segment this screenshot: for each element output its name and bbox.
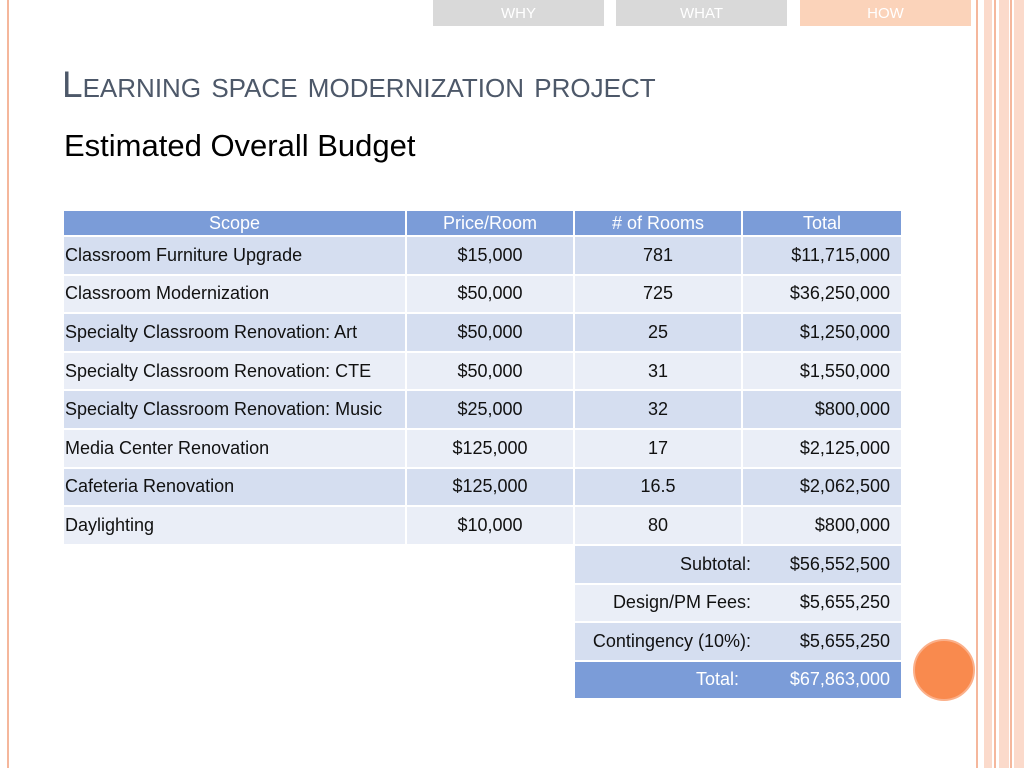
tab-what[interactable]: WHAT bbox=[616, 0, 787, 26]
column-header-price-per-room: Price/Room bbox=[407, 211, 573, 235]
total-cell: $11,715,000 bbox=[743, 237, 901, 274]
price-per-room-cell: $15,000 bbox=[407, 237, 573, 274]
table-row: Specialty Classroom Renovation: Art $50,… bbox=[64, 314, 901, 351]
rooms-cell: 80 bbox=[575, 507, 741, 544]
scope-cell: Specialty Classroom Renovation: CTE bbox=[64, 352, 405, 390]
grand-total-label: Total: bbox=[695, 669, 739, 690]
price-per-room-cell: $25,000 bbox=[407, 391, 573, 428]
tab-why[interactable]: WHY bbox=[433, 0, 604, 26]
left-border-line bbox=[7, 0, 9, 768]
summary-row-contingency: Contingency (10%): $5,655,250 bbox=[575, 623, 901, 660]
table-row: Cafeteria Renovation $125,000 16.5 $2,06… bbox=[64, 468, 901, 506]
rooms-cell: 31 bbox=[575, 352, 741, 390]
scope-cell: Classroom Furniture Upgrade bbox=[64, 237, 405, 274]
tab-how[interactable]: HOW bbox=[800, 0, 971, 26]
right-border-stripe bbox=[999, 0, 1009, 768]
scope-cell: Classroom Modernization bbox=[64, 275, 405, 313]
summary-label: Design/PM Fees: bbox=[612, 592, 751, 613]
slide-subtitle: Estimated Overall Budget bbox=[64, 128, 416, 163]
table-row: Daylighting $10,000 80 $800,000 bbox=[64, 507, 901, 544]
budget-summary: Subtotal: $56,552,500 Design/PM Fees: $5… bbox=[575, 546, 901, 700]
summary-label: Contingency (10%): bbox=[592, 630, 751, 651]
total-cell: $2,062,500 bbox=[743, 468, 901, 506]
total-cell: $1,250,000 bbox=[743, 314, 901, 351]
right-border-stripe bbox=[994, 0, 996, 768]
total-cell: $2,125,000 bbox=[743, 429, 901, 467]
column-header-rooms: # of Rooms bbox=[575, 211, 741, 235]
table-row: Classroom Furniture Upgrade $15,000 781 … bbox=[64, 237, 901, 274]
summary-row-grand-total: Total: $67,863,000 bbox=[575, 661, 901, 698]
rooms-cell: 725 bbox=[575, 275, 741, 313]
price-per-room-cell: $50,000 bbox=[407, 275, 573, 313]
summary-label: Subtotal: bbox=[679, 553, 751, 574]
table-row: Specialty Classroom Renovation: Music $2… bbox=[64, 391, 901, 428]
right-border-stripe bbox=[976, 0, 978, 768]
summary-row-subtotal: Subtotal: $56,552,500 bbox=[575, 546, 901, 583]
orange-circle bbox=[913, 639, 975, 701]
scope-cell: Specialty Classroom Renovation: Music bbox=[64, 391, 405, 428]
total-cell: $36,250,000 bbox=[743, 275, 901, 313]
price-per-room-cell: $50,000 bbox=[407, 352, 573, 390]
summary-value: $5,655,250 bbox=[799, 630, 890, 651]
right-border-stripe bbox=[984, 0, 992, 768]
price-per-room-cell: $125,000 bbox=[407, 429, 573, 467]
rooms-cell: 32 bbox=[575, 391, 741, 428]
price-per-room-cell: $50,000 bbox=[407, 314, 573, 351]
scope-cell: Media Center Renovation bbox=[64, 429, 405, 467]
column-header-total: Total bbox=[743, 211, 901, 235]
scope-cell: Cafeteria Renovation bbox=[64, 468, 405, 506]
summary-row-design-pm-fees: Design/PM Fees: $5,655,250 bbox=[575, 584, 901, 622]
column-header-scope: Scope bbox=[64, 211, 405, 235]
total-cell: $1,550,000 bbox=[743, 352, 901, 390]
table-row: Classroom Modernization $50,000 725 $36,… bbox=[64, 275, 901, 313]
rooms-cell: 25 bbox=[575, 314, 741, 351]
scope-cell: Specialty Classroom Renovation: Art bbox=[64, 314, 405, 351]
table-header-row: Scope Price/Room # of Rooms Total bbox=[64, 211, 901, 235]
summary-value: $56,552,500 bbox=[789, 553, 890, 574]
scope-cell: Daylighting bbox=[64, 507, 405, 544]
slide-title: Learning space modernization project bbox=[62, 64, 656, 105]
total-cell: $800,000 bbox=[743, 507, 901, 544]
right-border-stripe bbox=[1010, 0, 1012, 768]
rooms-cell: 17 bbox=[575, 429, 741, 467]
table-row: Specialty Classroom Renovation: CTE $50,… bbox=[64, 352, 901, 390]
summary-value: $5,655,250 bbox=[799, 592, 890, 613]
rooms-cell: 781 bbox=[575, 237, 741, 274]
price-per-room-cell: $10,000 bbox=[407, 507, 573, 544]
rooms-cell: 16.5 bbox=[575, 468, 741, 506]
total-cell: $800,000 bbox=[743, 391, 901, 428]
right-border-stripe bbox=[1014, 0, 1024, 768]
table-row: Media Center Renovation $125,000 17 $2,1… bbox=[64, 429, 901, 467]
grand-total-value: $67,863,000 bbox=[789, 669, 890, 690]
budget-table: Scope Price/Room # of Rooms Total Classr… bbox=[64, 211, 901, 546]
price-per-room-cell: $125,000 bbox=[407, 468, 573, 506]
